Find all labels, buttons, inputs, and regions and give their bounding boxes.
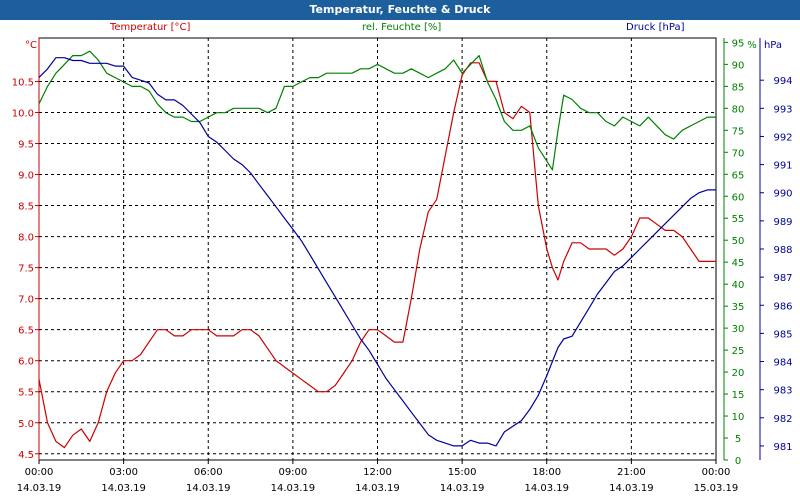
humidity-tick-label: 35 [732, 302, 745, 313]
x-tick-date: 14.03.19 [17, 483, 62, 494]
humidity-tick-label: 55 [732, 214, 745, 225]
x-tick-date: 14.03.19 [101, 483, 146, 494]
temperature-tick-label: 9.5 [18, 140, 34, 151]
humidity-tick-label: 75 [732, 126, 745, 137]
humidity-unit: % [747, 40, 757, 51]
temperature-tick-label: 5.5 [18, 388, 34, 399]
pressure-tick-label: 982 [773, 414, 792, 425]
humidity-tick-label: 95 [732, 38, 745, 49]
x-tick-date: 14.03.19 [609, 483, 654, 494]
pressure-unit: hPa [764, 40, 782, 51]
x-tick-time: 15:00 [448, 467, 477, 478]
pressure-tick-label: 985 [773, 329, 792, 340]
humidity-axis-label: rel. Feuchte [%] [362, 22, 442, 33]
temperature-tick-label: 4.5 [18, 450, 34, 461]
humidity-tick-label: 20 [732, 368, 745, 379]
temperature-tick-label: 10.5 [12, 77, 34, 88]
pressure-tick-label: 986 [773, 301, 792, 312]
humidity-tick-label: 0 [735, 456, 741, 467]
x-tick-time: 12:00 [363, 467, 392, 478]
humidity-tick-label: 80 [732, 104, 745, 115]
humidity-tick-label: 30 [732, 324, 745, 335]
humidity-tick-label: 5 [735, 434, 741, 445]
pressure-tick-label: 994 [773, 76, 792, 87]
chart-title: Temperatur, Feuchte & Druck [0, 0, 800, 20]
x-tick-date: 14.03.19 [440, 483, 485, 494]
temperature-tick-label: 7.0 [18, 295, 34, 306]
temperature-tick-label: 6.5 [18, 326, 34, 337]
x-tick-time: 00:00 [25, 467, 54, 478]
temperature-unit: °C [25, 40, 37, 51]
temperature-tick-label: 7.5 [18, 264, 34, 275]
x-tick-date: 14.03.19 [186, 483, 231, 494]
temperature-tick-label: 10.0 [12, 108, 34, 119]
humidity-tick-label: 65 [732, 170, 745, 181]
x-tick-time: 06:00 [194, 467, 223, 478]
x-tick-date: 15.03.19 [694, 483, 739, 494]
pressure-tick-label: 992 [773, 132, 792, 143]
temperature-tick-label: 5.0 [18, 419, 34, 430]
humidity-tick-label: 15 [732, 390, 745, 401]
temperature-axis-label: Temperatur [°C] [110, 22, 191, 33]
humidity-tick-label: 70 [732, 148, 745, 159]
temperature-line [38, 62, 716, 449]
x-tick-time: 18:00 [532, 467, 561, 478]
x-tick-time: 00:00 [702, 467, 731, 478]
pressure-tick-label: 987 [773, 273, 792, 284]
humidity-tick-label: 85 [732, 82, 745, 93]
pressure-tick-label: 993 [773, 104, 792, 115]
pressure-tick-label: 983 [773, 386, 792, 397]
humidity-tick-label: 40 [732, 280, 745, 291]
x-tick-date: 14.03.19 [355, 483, 400, 494]
humidity-tick-label: 90 [732, 60, 745, 71]
humidity-line [38, 50, 716, 171]
x-tick-time: 21:00 [617, 467, 646, 478]
pressure-tick-label: 991 [773, 161, 792, 172]
humidity-tick-label: 25 [732, 346, 745, 357]
x-tick-time: 09:00 [278, 467, 307, 478]
humidity-tick-label: 10 [732, 412, 745, 423]
temperature-tick-label: 8.0 [18, 233, 34, 244]
temperature-tick-label: 6.0 [18, 357, 34, 368]
humidity-tick-label: 60 [732, 192, 745, 203]
pressure-tick-label: 989 [773, 217, 792, 228]
x-tick-date: 14.03.19 [271, 483, 316, 494]
x-tick-time: 03:00 [109, 467, 138, 478]
x-tick-date: 14.03.19 [524, 483, 569, 494]
pressure-axis-label: Druck [hPa] [626, 22, 685, 33]
humidity-tick-label: 45 [732, 258, 745, 269]
pressure-tick-label: 981 [773, 442, 792, 453]
temperature-tick-label: 8.5 [18, 202, 34, 213]
temperature-tick-label: 9.0 [18, 171, 34, 182]
pressure-tick-label: 988 [773, 245, 792, 256]
pressure-line [38, 57, 716, 447]
pressure-tick-label: 990 [773, 189, 792, 200]
pressure-tick-label: 984 [773, 358, 792, 369]
humidity-tick-label: 50 [732, 236, 745, 247]
